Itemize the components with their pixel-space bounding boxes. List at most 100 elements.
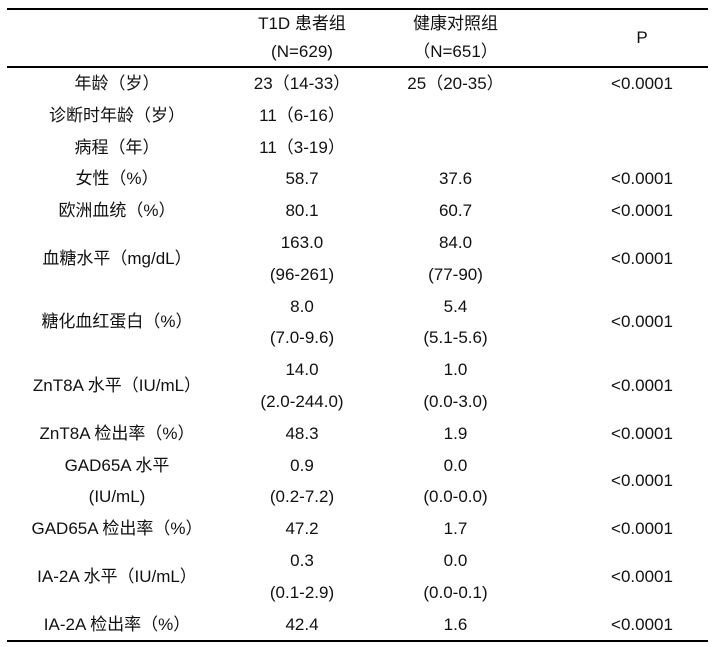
control-value-range: (5.1-5.6) [423, 328, 488, 348]
p-value-text: <0.0001 [611, 519, 673, 539]
t1d-value: 8.0 (7.0-9.6) [227, 291, 377, 355]
p-value-text: <0.0001 [611, 376, 673, 396]
row-label-text: ZnT8A 水平（IU/mL） [32, 376, 202, 396]
cohort-comparison-table: T1D 患者组 (N=629) 健康对照组 （N=651） P 年龄（岁） 23… [7, 8, 708, 643]
table-row: 诊断时年龄（岁） 11（6-16） [7, 100, 708, 132]
t1d-value-text: 23（14-33） [253, 74, 351, 93]
p-value-text: <0.0001 [611, 248, 673, 268]
header-label-column [7, 9, 227, 67]
t1d-value: 48.3 [227, 418, 377, 450]
control-value: 0.0 (0.0-0.0) [377, 450, 534, 514]
header-t1d-n: (N=629) [271, 42, 333, 61]
row-label: 病程（年） [7, 132, 227, 164]
row-label: 欧洲血统（%） [7, 195, 227, 227]
row-label: ZnT8A 检出率（%） [7, 418, 227, 450]
control-value: 60.7 [377, 195, 534, 227]
control-value-text: 84.0 [438, 232, 473, 252]
row-label-text: 诊断时年龄（岁） [49, 105, 185, 125]
row-label: GAD65A 检出率（%） [7, 513, 227, 545]
control-value: 84.0 (77-90) [377, 227, 534, 291]
table-row: 年龄（岁） 23（14-33） 25（20-35） <0.0001 [7, 67, 708, 100]
t1d-value: 42.4 [227, 609, 377, 642]
t1d-value: 11（3-19） [227, 132, 377, 164]
control-value-range: (0.0-0.0) [423, 487, 488, 507]
p-value: <0.0001 [534, 354, 708, 418]
p-value [534, 100, 708, 132]
t1d-value: 11（6-16） [227, 100, 377, 132]
t1d-value-text: 80.1 [285, 201, 319, 221]
row-label: 年龄（岁） [7, 67, 227, 100]
p-value-text: <0.0001 [611, 201, 673, 221]
row-label-text: 女性（%） [75, 169, 159, 189]
t1d-value-range: (7.0-9.6) [269, 328, 335, 348]
table-row: ZnT8A 水平（IU/mL） 14.0 (2.0-244.0) 1.0 (0.0-… [7, 354, 708, 418]
control-value-text: 1.7 [443, 519, 468, 539]
t1d-value-range: (96-261) [269, 264, 335, 284]
row-label: IA-2A 检出率（%） [7, 609, 227, 642]
table-row: IA-2A 水平（IU/mL） 0.3 (0.1-2.9) 0.0 (0.0-0.1… [7, 545, 708, 609]
control-value-text: 1.6 [443, 614, 468, 634]
t1d-value-text: 48.3 [285, 423, 319, 443]
control-value [377, 100, 534, 132]
table-row: 糖化血红蛋白（%） 8.0 (7.0-9.6) 5.4 (5.1-5.6) <0.0… [7, 291, 708, 355]
p-value: <0.0001 [534, 418, 708, 450]
row-label-text: 年龄（岁） [74, 74, 160, 93]
t1d-value-range: (0.1-2.9) [269, 582, 335, 602]
table-row: 女性（%） 58.7 37.6 <0.0001 [7, 163, 708, 195]
p-value: <0.0001 [534, 513, 708, 545]
t1d-value: 0.3 (0.1-2.9) [227, 545, 377, 609]
t1d-value: 47.2 [227, 513, 377, 545]
p-value: <0.0001 [534, 195, 708, 227]
row-label-text: 糖化血红蛋白（%） [41, 312, 193, 332]
control-value: 1.6 [377, 609, 534, 642]
row-label: 糖化血红蛋白（%） [7, 291, 227, 355]
control-value: 25（20-35） [377, 67, 534, 100]
p-value-text: <0.0001 [611, 312, 673, 332]
row-label-text: IA-2A 检出率（%） [43, 614, 191, 634]
t1d-value: 23（14-33） [227, 67, 377, 100]
row-label-text: IA-2A 水平（IU/mL） [37, 566, 197, 586]
table-row: ZnT8A 检出率（%） 48.3 1.9 <0.0001 [7, 418, 708, 450]
control-value-text: 1.9 [443, 423, 468, 443]
table-row: GAD65A 检出率（%） 47.2 1.7 <0.0001 [7, 513, 708, 545]
row-label: GAD65A 水平 (IU/mL) [7, 450, 227, 514]
control-value-range: (77-90) [428, 264, 483, 284]
p-value: <0.0001 [534, 545, 708, 609]
t1d-value-text: 58.7 [285, 169, 319, 189]
control-value-text: 5.4 [443, 296, 468, 316]
row-label-text: GAD65A 水平 [64, 455, 170, 475]
row-label-text: 血糖水平（mg/dL） [42, 248, 192, 268]
table-header: T1D 患者组 (N=629) 健康对照组 （N=651） P [7, 9, 708, 67]
control-value-text: 0.0 [443, 455, 468, 475]
t1d-value-text: 11（6-16） [259, 105, 345, 125]
control-value-text: 0.0 [443, 550, 468, 570]
p-value: <0.0001 [534, 227, 708, 291]
header-p-text: P [636, 28, 648, 47]
header-p-value: P [534, 9, 708, 67]
p-value-text: <0.0001 [611, 471, 673, 491]
table-row: GAD65A 水平 (IU/mL) 0.9 (0.2-7.2) 0.0 (0.0-0.… [7, 450, 708, 514]
t1d-value-range: (2.0-244.0) [260, 391, 344, 411]
control-value: 0.0 (0.0-0.1) [377, 545, 534, 609]
t1d-value-text: 0.3 [290, 550, 314, 570]
table-row: 病程（年） 11（3-19） [7, 132, 708, 164]
table-row: 欧洲血统（%） 80.1 60.7 <0.0001 [7, 195, 708, 227]
t1d-value-text: 0.9 [290, 455, 314, 475]
row-label-text: 病程（年） [74, 137, 160, 157]
t1d-value: 0.9 (0.2-7.2) [227, 450, 377, 514]
control-value: 1.0 (0.0-3.0) [377, 354, 534, 418]
row-label: 诊断时年龄（岁） [7, 100, 227, 132]
t1d-value: 14.0 (2.0-244.0) [227, 354, 377, 418]
p-value: <0.0001 [534, 609, 708, 642]
p-value: <0.0001 [534, 291, 708, 355]
row-label: ZnT8A 水平（IU/mL） [7, 354, 227, 418]
control-value-range: (0.0-0.1) [423, 582, 488, 602]
t1d-value-text: 47.2 [285, 519, 319, 539]
row-label-text: GAD65A 检出率（%） [31, 519, 203, 539]
t1d-value-text: 11（3-19） [259, 137, 345, 157]
control-value: 37.6 [377, 163, 534, 195]
t1d-value-text: 42.4 [285, 614, 319, 634]
header-t1d-name: T1D 患者组 [258, 14, 346, 33]
control-value: 1.9 [377, 418, 534, 450]
table-body: 年龄（岁） 23（14-33） 25（20-35） <0.0001 诊断时年龄（… [7, 67, 708, 641]
